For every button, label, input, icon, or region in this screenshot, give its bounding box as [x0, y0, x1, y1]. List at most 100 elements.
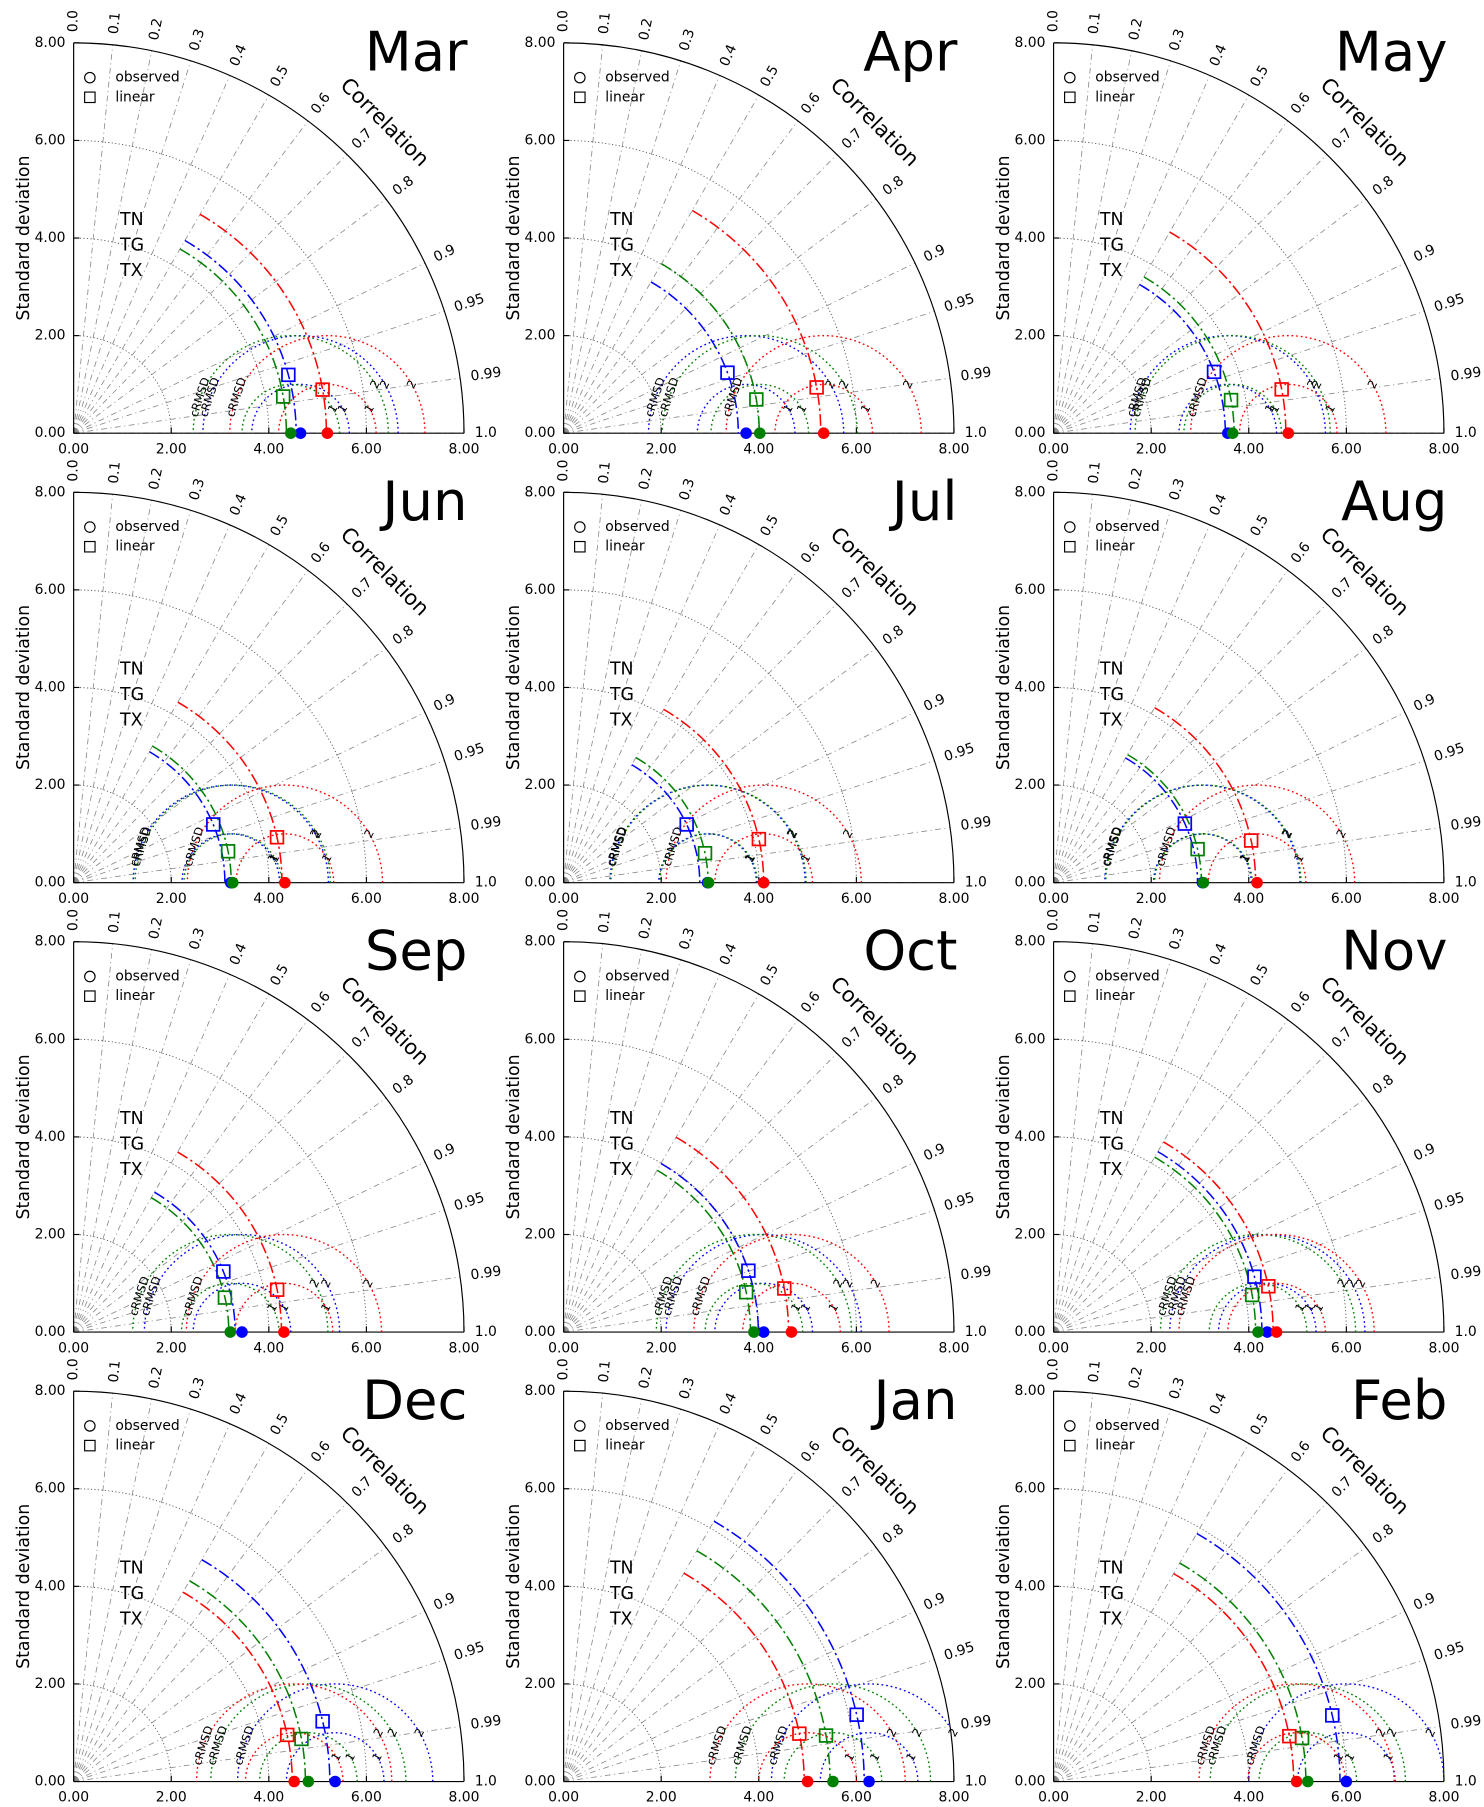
observed-point — [702, 876, 715, 889]
correlation-tick-label: 0.1 — [1086, 11, 1104, 35]
correlation-ray — [563, 1409, 682, 1782]
correlation-tick-label: 0.2 — [1126, 916, 1146, 941]
correlation-tick-label: 0.2 — [636, 17, 656, 42]
model-std-arc — [177, 1151, 283, 1333]
correlation-tick-label: 0.99 — [1450, 364, 1483, 384]
panel-title: Nov — [1341, 919, 1447, 983]
legend-circle — [1064, 1420, 1076, 1432]
observed-point — [321, 427, 334, 440]
crmsd-level-label: 2 — [868, 1276, 884, 1289]
observed-point — [302, 1775, 315, 1788]
y-tick-label: 0.00 — [35, 1324, 66, 1340]
series-label: TN — [1099, 210, 1124, 230]
correlation-ray — [1053, 1019, 1289, 1333]
correlation-ray — [73, 1393, 114, 1782]
legend-square — [1064, 540, 1076, 553]
x-tick-label: 6.00 — [841, 891, 872, 907]
legend-label: observed — [115, 1418, 179, 1434]
correlation-ray — [563, 60, 682, 434]
correlation-ray — [73, 974, 231, 1333]
crmsd-level-label: 2 — [945, 1726, 961, 1739]
correlation-ray — [73, 959, 192, 1333]
crmsd-arc — [185, 1233, 383, 1333]
crmsd-arc — [655, 1233, 853, 1333]
crmsd-arc — [258, 1732, 358, 1782]
linear-model-point — [1282, 1728, 1297, 1744]
correlation-label: Correlation — [1316, 1421, 1414, 1519]
panel-title: Jun — [379, 469, 467, 533]
correlation-ray — [73, 712, 426, 884]
legend-square — [84, 91, 96, 104]
x-tick-label: 2.00 — [1136, 1340, 1167, 1356]
correlation-tick-label: 0.0 — [66, 1358, 82, 1380]
crmsd-level-label: 2 — [840, 827, 856, 840]
outer-arc — [73, 1390, 465, 1782]
correlation-ray — [563, 310, 935, 434]
series-label: TG — [1099, 685, 1124, 705]
series-label: TX — [609, 710, 633, 730]
correlation-tick-label: 0.1 — [106, 1360, 124, 1384]
observed-point — [329, 1775, 341, 1788]
linear-model-point — [1274, 382, 1289, 397]
x-tick-label: 2.00 — [1136, 1790, 1167, 1806]
correlation-tick-label: 0.3 — [676, 27, 698, 53]
correlation-ray — [563, 524, 721, 883]
crmsd-arc — [665, 784, 862, 883]
correlation-ray — [1053, 1502, 1328, 1782]
correlation-tick-label: 0.9 — [921, 1590, 948, 1614]
legend-label: linear — [1095, 1438, 1135, 1454]
model-std-arc — [154, 1191, 236, 1333]
linear-model-point — [1177, 816, 1193, 831]
grid-arc — [563, 335, 662, 434]
correlation-tick-label: 0.99 — [1450, 814, 1483, 834]
correlation-ray — [73, 1443, 270, 1782]
series-label: TX — [609, 1609, 633, 1629]
series-label: TG — [119, 236, 144, 256]
grid-arc — [1053, 335, 1152, 434]
correlation-ray — [73, 1053, 348, 1333]
y-tick-label: 2.00 — [525, 777, 556, 793]
crmsd-label: cRMSD — [231, 1724, 257, 1767]
legend-label: linear — [115, 988, 155, 1004]
legend-square — [84, 1439, 96, 1452]
correlation-ray — [73, 1161, 426, 1333]
correlation-ray — [73, 44, 114, 434]
x-tick-label: 4.00 — [743, 1340, 774, 1356]
x-tick-label: 6.00 — [351, 1340, 382, 1356]
correlation-ray — [563, 1659, 935, 1782]
correlation-ray — [563, 712, 916, 884]
correlation-tick-label: 0.8 — [880, 173, 907, 199]
crmsd-arc — [658, 833, 758, 883]
crmsd-arc — [181, 833, 281, 883]
correlation-tick-label: 0.4 — [717, 941, 741, 968]
legend-square — [574, 91, 586, 104]
y-tick-label: 2.00 — [1015, 777, 1046, 793]
correlation-tick-label: 0.0 — [556, 10, 572, 32]
grid-arc — [73, 1234, 172, 1333]
crmsd-arc — [132, 784, 330, 883]
x-tick-label: 2.00 — [646, 1340, 677, 1356]
correlation-tick-label: 0.2 — [1126, 17, 1146, 42]
correlation-tick-label: 0.8 — [1370, 1072, 1397, 1098]
linear-model-point — [849, 1707, 864, 1722]
model-std-arc — [199, 213, 328, 434]
series-label: TN — [119, 660, 144, 680]
linear-model-point — [206, 817, 221, 832]
correlation-ray — [1053, 959, 1172, 1333]
observed-point — [1252, 1326, 1264, 1338]
correlation-tick-label: 0.4 — [1207, 1390, 1231, 1417]
correlation-ray — [563, 949, 643, 1333]
correlation-ray — [73, 570, 309, 883]
crmsd-arc — [183, 833, 283, 883]
correlation-tick-label: 1.0 — [1455, 1774, 1477, 1790]
x-tick-label: 8.00 — [1428, 1340, 1459, 1356]
correlation-tick-label: 0.7 — [839, 1474, 866, 1501]
crmsd-level-label: 2 — [309, 827, 325, 840]
correlation-tick-label: 0.4 — [717, 491, 741, 518]
correlation-tick-label: 0.9 — [431, 1590, 458, 1614]
crmsd-level-label: 2 — [909, 1726, 925, 1739]
y-axis-label: Standard deviation — [994, 1504, 1014, 1669]
correlation-ray — [1053, 1398, 1133, 1782]
correlation-tick-label: 0.95 — [1432, 291, 1466, 316]
x-tick-label: 2.00 — [1136, 891, 1167, 907]
